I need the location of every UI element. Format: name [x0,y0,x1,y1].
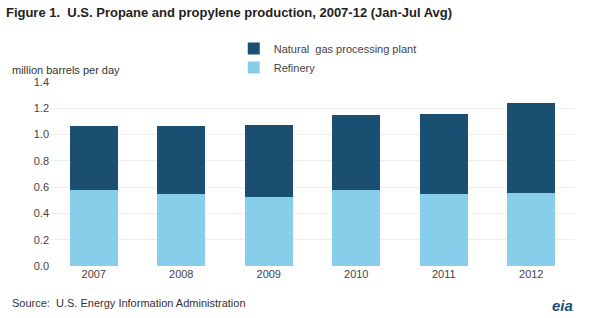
svg-text:Refinery: Refinery [274,62,315,74]
svg-text:2008: 2008 [169,268,193,280]
svg-text:2009: 2009 [257,268,281,280]
svg-text:million barrels per day: million barrels per day [12,64,120,76]
svg-text:0.2: 0.2 [34,234,49,246]
svg-text:0.4: 0.4 [34,207,49,219]
svg-text:0.0: 0.0 [34,260,49,272]
svg-text:2010: 2010 [344,268,368,280]
svg-text:Natural gas processing plant: Natural gas processing plant [274,43,416,55]
svg-text:Figure 1. U.S. Propane and pr: Figure 1. U.S. Propane and propylene pro… [6,5,452,20]
svg-text:eia: eia [552,297,573,314]
svg-text:0.6: 0.6 [34,181,49,193]
svg-text:0.8: 0.8 [34,155,49,167]
svg-text:1.0: 1.0 [34,128,49,140]
svg-text:2011: 2011 [432,268,456,280]
svg-text:2007: 2007 [82,268,106,280]
svg-text:1.2: 1.2 [34,102,49,114]
svg-text:Source: U.S. Energy Informati: Source: U.S. Energy Information Administ… [12,297,246,309]
svg-text:2012: 2012 [519,268,543,280]
svg-text:1.4: 1.4 [34,76,49,88]
